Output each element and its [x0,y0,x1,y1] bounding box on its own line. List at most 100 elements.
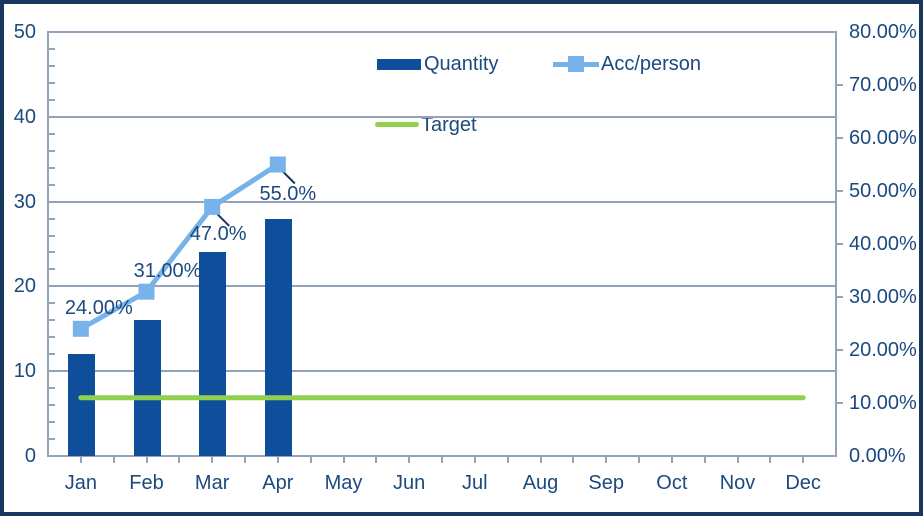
left-axis-label: 30 [13,190,36,213]
right-axis-tick [836,402,843,404]
left-axis-label: 0 [24,445,36,467]
x-axis-tick [342,456,345,463]
x-axis-label: Apr [262,472,294,494]
right-axis-label: 20.00% [849,339,917,361]
left-axis-label: 10 [13,360,36,383]
left-axis-minor-tick [48,217,55,220]
x-axis-tick [178,456,181,463]
x-axis-label: Jan [64,472,97,494]
x-axis-tick [506,456,509,463]
right-axis-label: 50.00% [849,180,917,202]
left-axis-minor-tick [48,421,55,424]
x-axis-tick [703,456,706,463]
x-axis-tick [79,456,82,463]
left-axis-minor-tick [48,319,55,322]
data-label: 31.00% [133,259,202,282]
x-axis-tick [211,456,214,463]
x-axis-tick [638,456,640,463]
data-label: 47.0% [189,222,247,245]
left-axis-minor-tick [48,149,55,152]
left-axis-minor-tick [48,98,55,101]
right-axis-label: 60.00% [849,127,917,149]
bar-quantity [199,252,227,456]
x-axis-tick [441,456,443,463]
legend-swatch-quantity [377,59,421,70]
left-axis-minor-tick [48,336,55,339]
bar-quantity [67,354,95,456]
right-axis-label: 10.00% [849,392,917,414]
right-axis-tick [836,137,843,139]
left-axis-minor-tick [48,387,55,390]
x-axis-tick [769,456,772,463]
line-marker [138,283,155,300]
bar-quantity [133,320,161,456]
left-axis-minor-tick [48,64,55,67]
gridline [48,200,836,203]
left-axis-minor-tick [48,251,55,254]
left-axis-minor-tick [48,132,55,135]
x-axis-tick [408,456,411,463]
left-axis-minor-tick [48,81,55,84]
acc-person-line [78,162,281,332]
x-axis-tick [736,456,739,463]
legend-marker-acc-person [568,56,584,72]
x-axis-label: Feb [129,472,164,494]
x-axis-tick [605,456,608,463]
legend-label-target: Target [421,114,477,136]
legend-label-quantity: Quantity [424,53,499,75]
right-axis-tick [836,296,843,298]
left-axis-minor-tick [48,438,55,441]
gridline [48,115,836,118]
x-axis-label: Mar [194,472,230,494]
x-axis-tick [572,456,575,463]
x-axis-label: Sep [588,472,624,494]
x-axis-label: Dec [785,472,821,494]
right-axis-label: 80.00% [849,21,917,43]
left-axis-minor-tick [48,183,55,186]
bar-quantity [264,218,292,456]
x-axis-tick [244,456,246,463]
left-axis-minor-tick [48,268,55,271]
right-axis-tick [836,190,843,192]
left-axis-minor-tick [48,404,55,407]
x-axis-tick [276,456,279,463]
x-axis-tick [309,456,312,463]
x-axis-label: Jul [462,472,488,494]
left-axis-minor-tick [48,302,55,305]
left-axis-label: 50 [13,21,36,43]
gridline [48,285,836,288]
left-axis-label: 20 [13,275,36,298]
x-axis-tick [539,456,542,463]
x-axis-tick [145,456,148,463]
right-axis-label: 0.00% [849,445,906,467]
data-label: 24.00% [64,296,133,319]
x-axis-label: Nov [719,472,756,494]
x-axis-tick [375,456,378,463]
x-axis-label: Oct [656,472,688,494]
line-marker [204,198,221,215]
x-axis-tick [112,456,115,463]
legend-line-target [375,122,419,127]
chart-overlay [72,156,806,401]
right-axis-tick [836,349,843,351]
right-axis-tick [836,243,843,245]
x-axis-tick [802,456,805,463]
left-axis-label: 40 [13,105,36,128]
line-marker [269,156,286,173]
right-axis-tick [836,84,843,86]
left-axis-minor-tick [48,47,55,50]
x-axis-label: Jun [393,472,426,494]
x-axis-tick [670,456,673,463]
right-axis-label: 70.00% [849,74,917,96]
left-axis-minor-tick [48,166,55,169]
x-axis-label: May [324,472,363,494]
x-axis-tick [473,456,476,463]
gridline [48,370,836,373]
plot-area [47,31,837,457]
right-axis-label: 40.00% [849,233,917,255]
x-axis-label: Aug [522,472,559,494]
legend-label-acc-person: Acc/person [601,53,702,75]
line-marker [72,320,89,337]
left-axis-minor-tick [48,353,55,356]
